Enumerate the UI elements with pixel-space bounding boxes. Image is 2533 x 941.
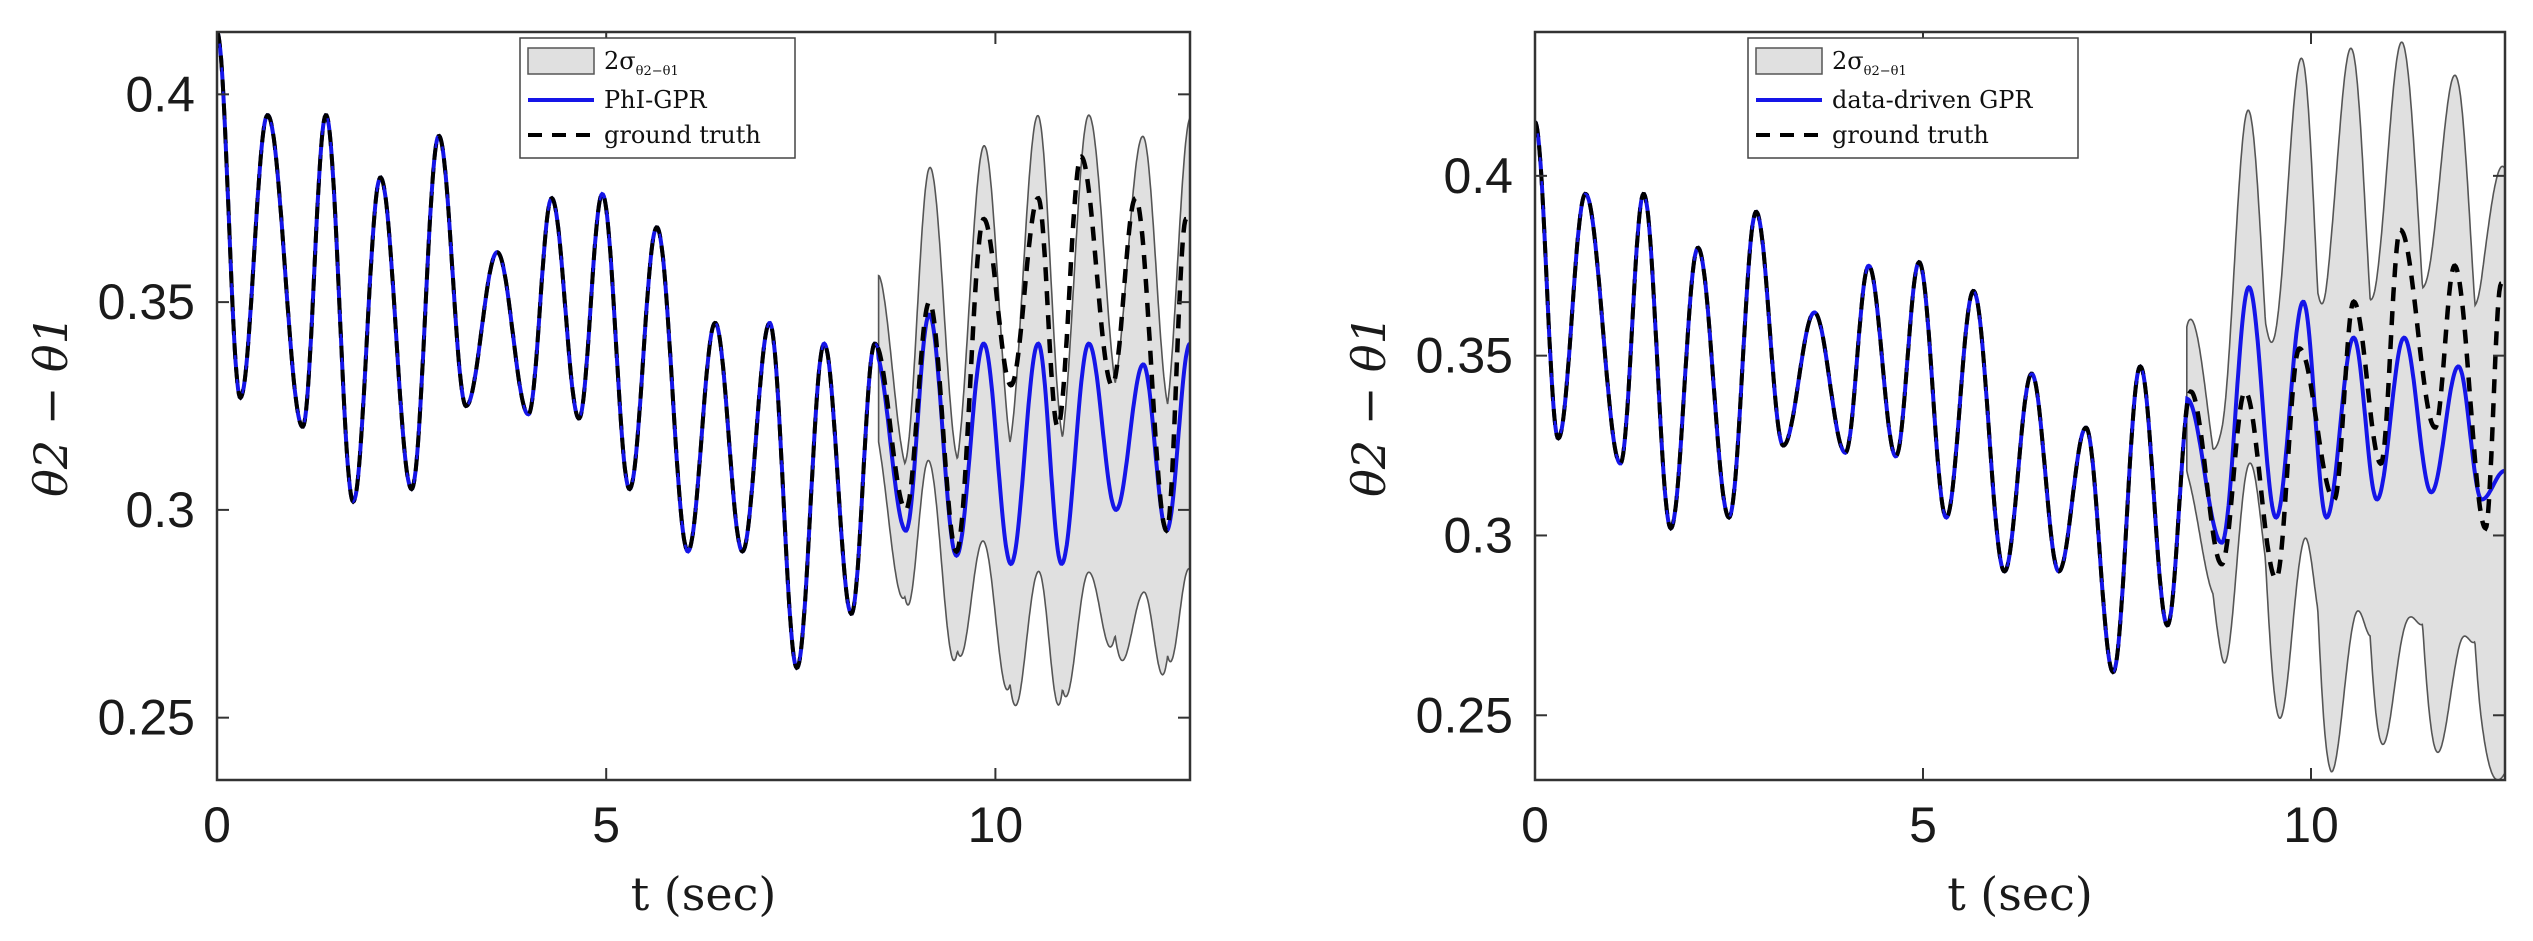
plot-area [217,32,1190,707]
model-overlay-train [1535,121,2188,674]
legend-truth-label: ground truth [604,121,761,149]
y-tick-label: 0.4 [1443,148,1513,204]
chart-panel-1: 0 5 10 0.25 0.3 0.35 0.4 t (sec) θ2 − θ1 2σθ2−θ1 P… [24,30,1192,921]
x-tick-label: 10 [2283,797,2339,853]
y-tick-label: 0.3 [1443,507,1513,563]
legend-truth-label: ground truth [1832,121,1989,149]
chart-panel-2: 0 5 10 0.25 0.3 0.35 0.4 t (sec) θ2 − θ1 2σθ2−θ1 d… [1342,30,2507,921]
y-tick-label: 0.25 [1416,687,1513,743]
x-tick-label: 10 [968,797,1024,853]
legend-band-swatch [1755,47,1823,75]
x-tick-label: 0 [1521,797,1549,853]
ground-truth-line-train [1535,120,2189,675]
y-tick-label: 0.35 [1416,328,1513,384]
plot-area [1535,41,2505,780]
x-axis-label: t (sec) [631,867,777,921]
legend: 2σθ2−θ1 PhI-GPR ground truth [519,37,796,159]
legend-model-label: PhI-GPR [604,86,708,114]
y-tick-label: 0.35 [98,274,195,330]
y-axis-label: θ2 − θ1 [24,315,78,497]
uncertainty-band [2186,41,2505,780]
x-axis-label: t (sec) [1947,867,2093,921]
x-tick-label: 0 [203,797,231,853]
legend-band-label: 2σθ2−θ1 [604,47,679,79]
ground-truth-line-forecast [2183,227,2505,582]
legend: 2σθ2−θ1 data-driven GPR ground truth [1747,37,2079,159]
legend-model-label: data-driven GPR [1832,86,2033,114]
uncertainty-band [877,114,1190,707]
y-tick-label: 0.25 [98,690,195,746]
axes-frame [1533,30,2507,782]
x-tick-label: 5 [592,797,620,853]
legend-band-swatch [527,47,595,75]
model-overlay-train [217,32,880,670]
ground-truth-line-forecast [875,154,1190,555]
x-tick-label: 5 [1909,797,1937,853]
y-tick-label: 0.3 [125,482,195,538]
y-tick-label: 0.4 [125,66,195,122]
y-axis-label: θ2 − θ1 [1342,315,1396,497]
legend-band-label: 2σθ2−θ1 [1832,47,1907,79]
axes-frame [215,30,1192,782]
